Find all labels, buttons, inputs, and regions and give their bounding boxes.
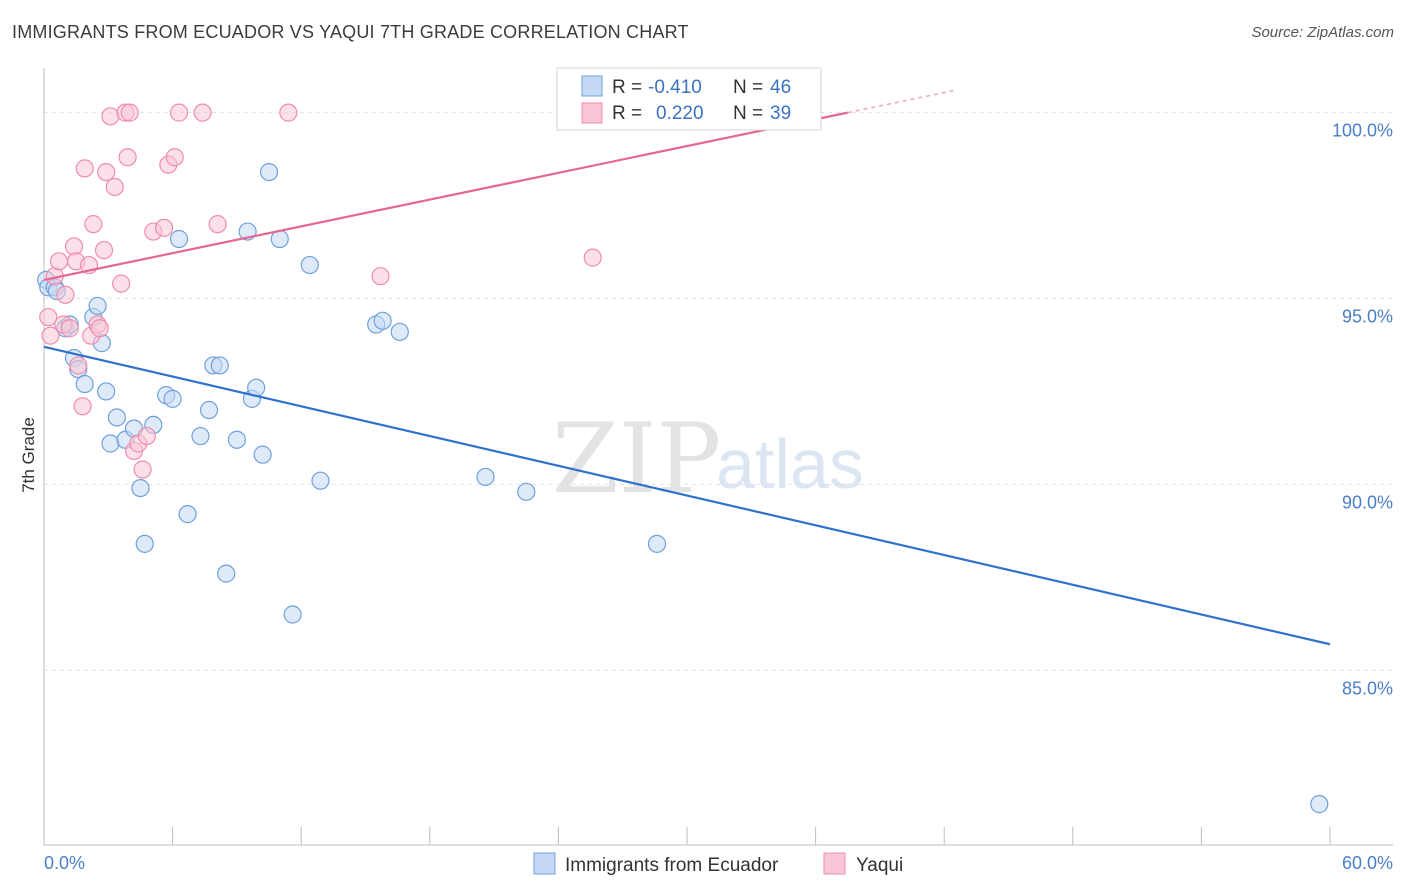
trend-line-yaqui <box>43 111 848 281</box>
yaqui-point-21 <box>112 274 131 293</box>
ecuador-point-29 <box>227 430 246 449</box>
stats-n-label-yaqui: N = <box>733 103 763 124</box>
y-tick-labels: 100.0% 95.0% 90.0% 85.0% <box>1332 121 1393 699</box>
source-label: Source: ZipAtlas.com <box>1251 24 1394 41</box>
ecuador-point-18 <box>135 534 154 553</box>
stats-n-value-yaqui: 39 <box>770 103 791 124</box>
ecuador-point-45 <box>1310 795 1329 814</box>
yaqui-point-32 <box>165 148 184 167</box>
yaqui-point-17 <box>94 241 114 260</box>
ecuador-point-33 <box>253 445 272 464</box>
yaqui-point-27 <box>133 460 152 479</box>
x-tick-label-min: 0.0% <box>44 853 85 873</box>
yaqui-point-28 <box>137 426 156 446</box>
yaqui-point-0 <box>39 307 58 327</box>
yaqui-point-19 <box>101 107 120 126</box>
ecuador-point-13 <box>101 434 120 453</box>
yaqui-point-10 <box>73 397 92 416</box>
yaqui-point-23 <box>118 148 137 167</box>
series-legend: Immigrants from Ecuador Yaqui <box>533 852 903 876</box>
yaqui-point-5 <box>56 285 75 304</box>
legend-label-ecuador: Immigrants from Ecuador <box>565 855 779 876</box>
yaqui-point-11 <box>75 159 94 178</box>
yaqui-point-7 <box>64 237 84 256</box>
ecuador-point-28 <box>217 564 236 583</box>
yaqui-point-38 <box>583 248 602 267</box>
stats-r-value-yaqui: 0.220 <box>656 103 704 124</box>
stats-n-value-ecuador: 46 <box>770 77 791 98</box>
ecuador-point-43 <box>517 482 536 501</box>
stats-legend: R = -0.410 N = 46 R = 0.220 N = 39 <box>556 67 822 131</box>
yaqui-point-33 <box>169 103 189 122</box>
ecuador-point-42 <box>476 467 495 487</box>
legend-label-yaqui: Yaqui <box>856 855 903 876</box>
ecuador-point-36 <box>283 605 302 624</box>
ecuador-point-25 <box>199 400 219 420</box>
legend-swatch-ecuador <box>533 852 556 875</box>
y-tick-label-3: 85.0% <box>1342 678 1393 698</box>
y-axis-label: 7th Grade <box>19 417 38 493</box>
y-tick-label-2: 90.0% <box>1342 492 1393 512</box>
watermark-atlas: atlas <box>716 425 864 503</box>
chart-title: IMMIGRANTS FROM ECUADOR VS YAQUI 7TH GRA… <box>12 22 689 42</box>
trend-line-ecuador <box>43 345 1331 646</box>
yaqui-point-14 <box>84 215 103 234</box>
trend-line-yaqui-extension <box>847 89 956 114</box>
yaqui-point-6 <box>60 319 79 338</box>
stats-r-label-yaqui: R = <box>612 103 642 124</box>
ecuador-point-8 <box>75 374 94 394</box>
y-tick-label-1: 95.0% <box>1342 306 1393 326</box>
ecuador-point-44 <box>647 534 667 553</box>
ecuador-point-34 <box>259 162 279 182</box>
ecuador-point-12 <box>97 382 116 401</box>
yaqui-point-18 <box>97 162 116 182</box>
ecuador-point-40 <box>373 311 392 330</box>
yaqui-point-9 <box>69 356 88 375</box>
yaqui-point-20 <box>105 177 124 197</box>
ecuador-point-23 <box>178 505 197 524</box>
ecuador-point-17 <box>131 479 150 498</box>
ecuador-point-37 <box>300 255 319 275</box>
stats-r-label-ecuador: R = <box>612 77 642 98</box>
gridlines <box>44 112 1393 671</box>
legend-swatch-yaqui <box>823 852 846 875</box>
yaqui-point-30 <box>154 218 174 237</box>
yaqui-point-1 <box>41 326 60 345</box>
yaqui-point-34 <box>193 103 212 122</box>
ecuador-point-14 <box>107 408 126 427</box>
ecuador-point-22 <box>169 229 189 249</box>
stats-legend-swatch-yaqui <box>581 102 603 124</box>
yaqui-point-37 <box>371 267 390 286</box>
x-ticks <box>43 827 1331 845</box>
yaqui-point-24 <box>120 103 139 122</box>
ecuador-point-41 <box>390 322 409 342</box>
yaqui-point-16 <box>90 319 109 338</box>
yaqui-point-3 <box>49 252 69 271</box>
ecuador-point-24 <box>191 426 210 446</box>
stats-r-value-ecuador: -0.410 <box>648 77 702 98</box>
yaqui-point-35 <box>208 215 227 234</box>
stats-legend-swatch-ecuador <box>581 75 603 97</box>
ecuador-point-27 <box>210 356 229 375</box>
ecuador-point-21 <box>163 389 182 408</box>
ecuador-point-10 <box>88 296 107 316</box>
stats-n-label-ecuador: N = <box>733 77 763 98</box>
ecuador-point-38 <box>311 471 330 490</box>
yaqui-point-36 <box>279 103 298 122</box>
watermark: ZIP atlas <box>552 403 864 515</box>
y-tick-label-0: 100.0% <box>1332 121 1393 141</box>
x-tick-label-max: 60.0% <box>1342 853 1393 873</box>
